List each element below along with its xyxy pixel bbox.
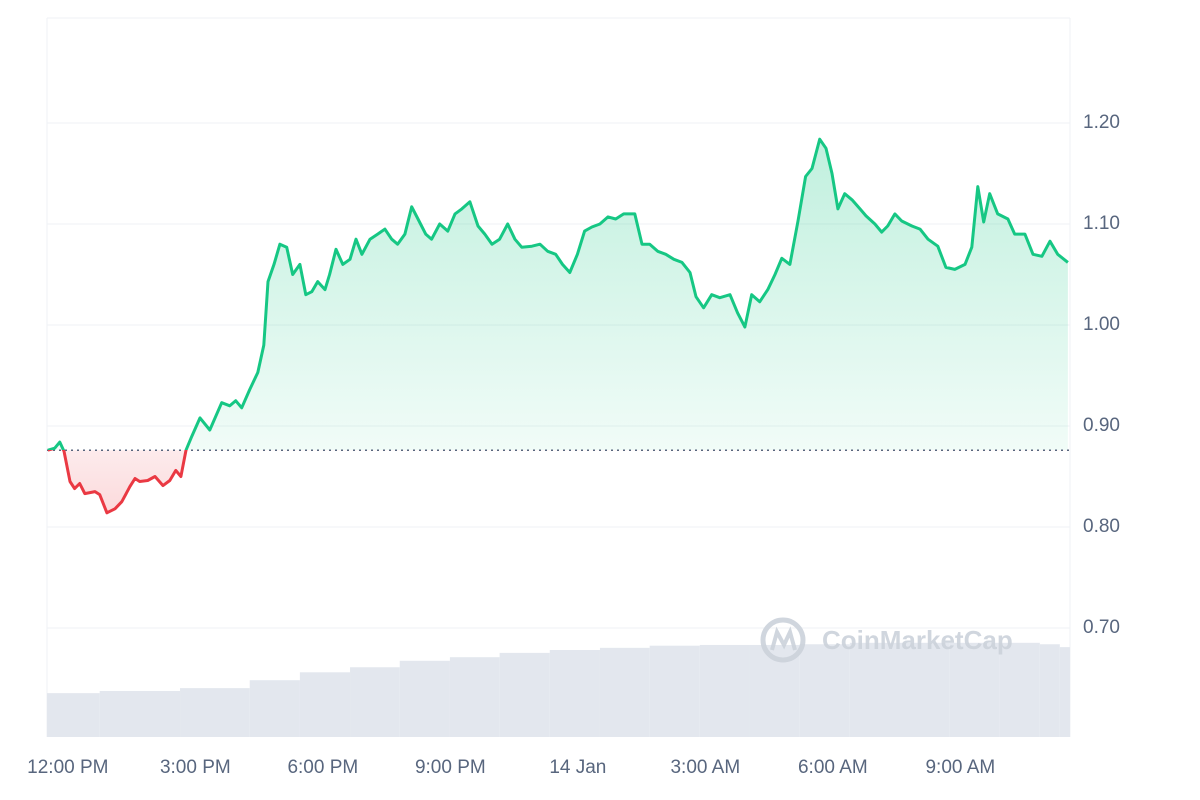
volume-bar — [999, 642, 1040, 737]
volume-bar — [99, 690, 181, 737]
watermark-logo — [760, 617, 806, 663]
x-tick-label: 12:00 PM — [27, 757, 108, 778]
x-tick-label: 14 Jan — [549, 757, 606, 778]
volume-bar — [599, 647, 650, 737]
volume-bar — [299, 672, 351, 737]
volume-bar — [849, 642, 900, 737]
x-tick-label: 6:00 PM — [287, 757, 358, 778]
watermark-text: CoinMarketCap — [822, 625, 1013, 655]
x-tick-label: 9:00 PM — [415, 757, 486, 778]
plot-layer — [47, 137, 1070, 515]
watermark-logo — [770, 626, 797, 651]
y-tick-label: 1.20 — [1083, 112, 1120, 133]
volume-bar — [1039, 644, 1060, 737]
volume-bar — [449, 657, 500, 737]
y-tick-label: 0.80 — [1083, 516, 1120, 537]
volume-bar — [1059, 647, 1070, 737]
volume-bar — [649, 645, 700, 737]
y-tick-label: 0.70 — [1083, 617, 1120, 638]
volume-bar — [47, 693, 100, 737]
y-tick-label: 1.00 — [1083, 314, 1120, 335]
volume-bar — [249, 680, 300, 737]
x-tick-label: 3:00 AM — [670, 757, 740, 778]
volume-bar — [399, 660, 450, 737]
volume-bar — [899, 642, 950, 737]
price-area — [47, 139, 1068, 513]
y-tick-label: 0.90 — [1083, 415, 1120, 436]
volume-layer — [47, 642, 1070, 737]
x-tick-label: 6:00 AM — [798, 757, 868, 778]
volume-bar — [499, 652, 550, 737]
volume-bar — [350, 667, 400, 737]
x-tick-label: 9:00 AM — [925, 757, 995, 778]
y-tick-label: 1.10 — [1083, 213, 1120, 234]
volume-bar — [699, 644, 750, 737]
volume-bar — [180, 688, 250, 737]
volume-bar — [949, 642, 1000, 737]
price-line — [47, 137, 1069, 515]
volume-bar — [549, 650, 600, 737]
x-tick-label: 3:00 PM — [160, 757, 231, 778]
watermark: CoinMarketCap — [760, 617, 1013, 663]
volume-bar — [799, 644, 850, 737]
